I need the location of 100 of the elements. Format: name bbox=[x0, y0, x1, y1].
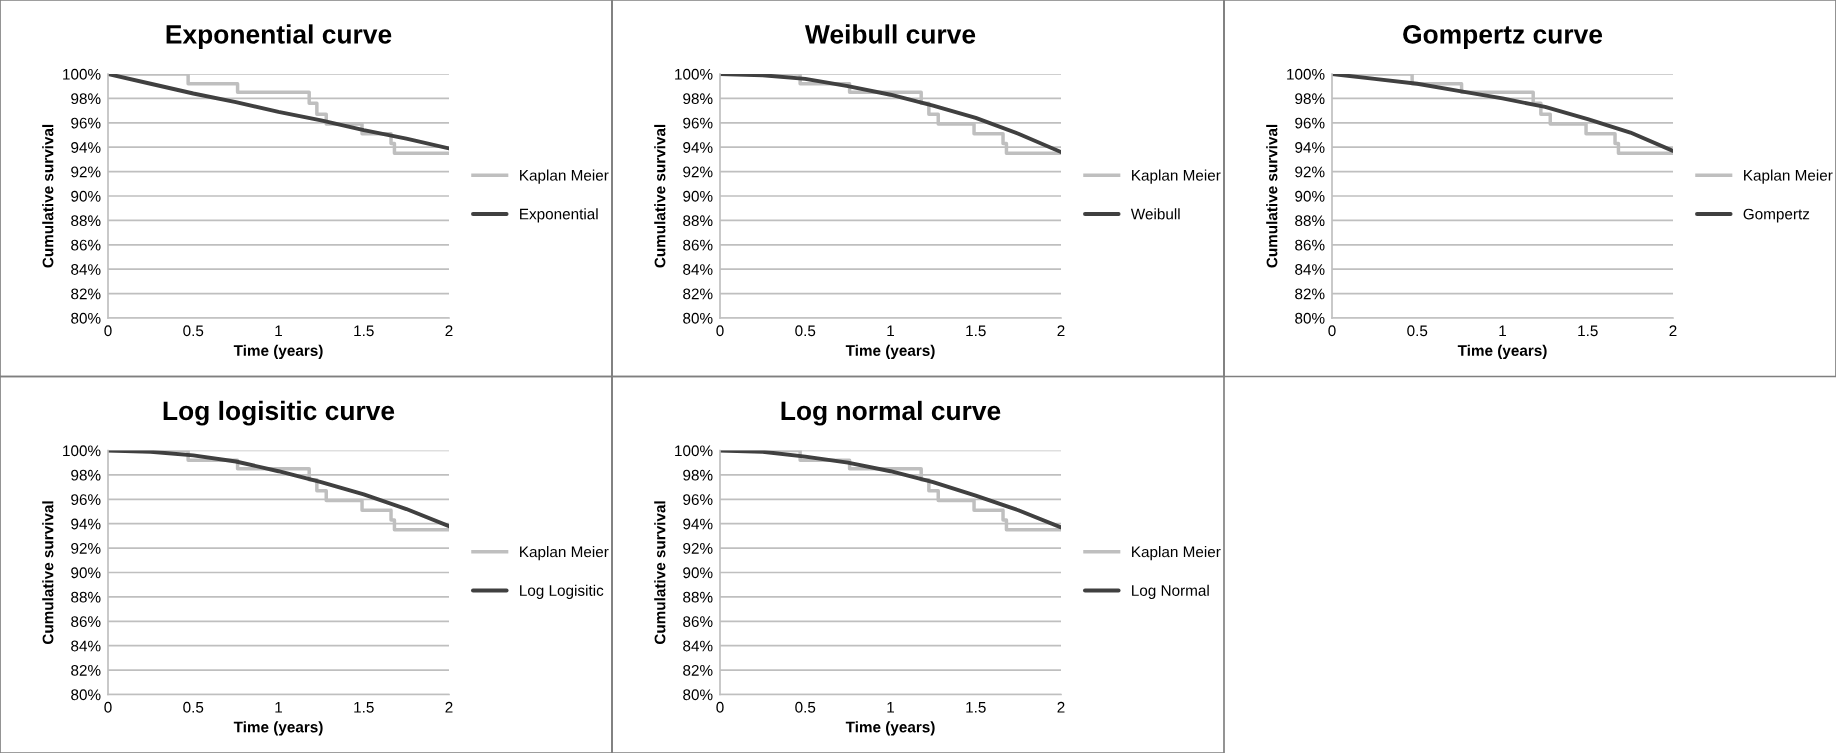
y-tick-label: 92% bbox=[683, 166, 713, 178]
x-tick-label: 0.5 bbox=[183, 701, 204, 713]
y-axis-title: Cumulative survival bbox=[42, 501, 54, 645]
y-tick-label: 80% bbox=[683, 689, 713, 701]
y-tick-label: 98% bbox=[683, 469, 713, 481]
legend-label: Kaplan Meier bbox=[1132, 546, 1221, 561]
x-tick-label: 2 bbox=[445, 701, 453, 713]
x-tick-label: 2 bbox=[445, 325, 453, 337]
y-tick-label: 88% bbox=[683, 215, 713, 227]
chart-title: Log logisitic curve bbox=[163, 400, 395, 426]
y-tick-label: 88% bbox=[71, 215, 101, 227]
y-tick-label: 94% bbox=[71, 142, 101, 153]
y-tick-label: 80% bbox=[1295, 312, 1325, 324]
x-tick-label: 1 bbox=[887, 702, 894, 713]
x-axis-title: Time (years) bbox=[233, 344, 323, 359]
y-tick-label: 82% bbox=[71, 288, 101, 300]
legend-label: Kaplan Meier bbox=[520, 546, 609, 561]
y-tick-label: 98% bbox=[683, 93, 713, 105]
chart-title: Gompertz curve bbox=[1403, 25, 1603, 49]
y-tick-label: 84% bbox=[683, 640, 713, 652]
x-tick-label: 1.5 bbox=[1578, 325, 1598, 337]
x-tick-label: 0 bbox=[716, 701, 724, 713]
x-tick-label: 1.5 bbox=[354, 325, 374, 337]
y-tick-label: 96% bbox=[683, 494, 713, 505]
x-tick-label: 1 bbox=[1499, 325, 1506, 337]
x-tick-label: 1 bbox=[887, 325, 894, 337]
y-tick-label: 86% bbox=[683, 239, 713, 251]
y-tick-label: 92% bbox=[1295, 166, 1325, 178]
x-tick-label: 0.5 bbox=[795, 701, 816, 713]
legend-label: Kaplan Meier bbox=[1744, 169, 1833, 184]
y-tick-label: 90% bbox=[683, 190, 713, 202]
y-tick-label: 96% bbox=[71, 117, 101, 129]
x-tick-label: 0.5 bbox=[795, 325, 816, 337]
y-tick-label: 84% bbox=[1295, 264, 1325, 275]
y-tick-label: 82% bbox=[1295, 288, 1325, 300]
y-tick-label: 96% bbox=[1295, 117, 1325, 129]
y-tick-label: 96% bbox=[683, 117, 713, 129]
y-tick-label: 100% bbox=[675, 445, 713, 457]
x-tick-label: 0 bbox=[104, 701, 112, 713]
y-tick-label: 94% bbox=[71, 518, 101, 530]
x-tick-label: 2 bbox=[1057, 701, 1065, 713]
y-tick-label: 96% bbox=[71, 494, 101, 505]
y-tick-label: 100% bbox=[63, 445, 101, 457]
chart-title: Exponential curve bbox=[166, 24, 392, 49]
x-tick-label: 0 bbox=[716, 325, 724, 337]
x-tick-label: 0.5 bbox=[183, 325, 204, 337]
x-tick-label: 1 bbox=[275, 325, 282, 337]
y-axis-title: Cumulative survival bbox=[42, 124, 54, 268]
y-tick-label: 88% bbox=[683, 591, 713, 603]
y-tick-label: 100% bbox=[63, 68, 101, 80]
y-tick-label: 84% bbox=[683, 264, 713, 275]
y-tick-label: 92% bbox=[71, 166, 101, 178]
y-tick-label: 90% bbox=[71, 567, 101, 579]
x-axis-title: Time (years) bbox=[233, 721, 323, 736]
y-tick-label: 92% bbox=[71, 542, 101, 554]
x-tick-label: 0 bbox=[104, 325, 112, 337]
y-tick-label: 82% bbox=[683, 664, 713, 676]
y-axis-title: Cumulative survival bbox=[654, 501, 666, 645]
y-axis-title: Cumulative survival bbox=[1266, 124, 1278, 268]
y-axis-title: Cumulative survival bbox=[654, 124, 666, 268]
y-tick-label: 98% bbox=[71, 469, 101, 481]
y-tick-label: 80% bbox=[683, 312, 713, 324]
y-tick-label: 86% bbox=[1295, 239, 1325, 251]
y-tick-label: 82% bbox=[683, 288, 713, 300]
legend-label: Weibull bbox=[1130, 208, 1180, 220]
x-axis-title: Time (years) bbox=[845, 721, 935, 736]
y-tick-label: 84% bbox=[71, 264, 101, 275]
x-tick-label: 1.5 bbox=[966, 325, 986, 337]
y-tick-label: 92% bbox=[683, 542, 713, 554]
x-axis-title: Time (years) bbox=[845, 344, 935, 359]
x-axis-title: Time (years) bbox=[1457, 344, 1547, 359]
y-tick-label: 84% bbox=[71, 640, 101, 652]
y-tick-label: 86% bbox=[683, 616, 713, 627]
legend-label: Kaplan Meier bbox=[1132, 169, 1221, 184]
x-tick-label: 1.5 bbox=[354, 702, 374, 713]
chart-title: Weibull curve bbox=[804, 24, 976, 44]
y-tick-label: 94% bbox=[683, 518, 713, 530]
x-tick-label: 0.5 bbox=[1407, 325, 1428, 337]
y-tick-label: 90% bbox=[71, 190, 101, 202]
y-tick-label: 86% bbox=[71, 239, 101, 251]
x-tick-label: 2 bbox=[1057, 325, 1065, 337]
y-tick-label: 98% bbox=[71, 93, 101, 105]
legend-label: Exponential bbox=[520, 208, 598, 223]
y-tick-label: 94% bbox=[1295, 142, 1325, 153]
y-tick-label: 80% bbox=[71, 689, 101, 701]
chart-title: Log normal curve bbox=[781, 400, 1001, 426]
legend-label: Log Logisitic bbox=[520, 584, 604, 599]
y-tick-label: 88% bbox=[1295, 215, 1325, 227]
legend-label: Log Normal bbox=[1132, 584, 1209, 599]
x-tick-label: 0 bbox=[1328, 325, 1336, 337]
y-tick-label: 94% bbox=[683, 142, 713, 153]
legend-label: Kaplan Meier bbox=[520, 169, 609, 184]
y-tick-label: 86% bbox=[71, 616, 101, 627]
y-tick-label: 100% bbox=[1287, 68, 1325, 80]
y-tick-label: 88% bbox=[71, 591, 101, 603]
y-tick-label: 90% bbox=[683, 567, 713, 579]
y-tick-label: 98% bbox=[1295, 93, 1325, 105]
legend-label: Gompertz bbox=[1743, 208, 1810, 223]
x-tick-label: 1.5 bbox=[966, 702, 986, 713]
y-tick-label: 80% bbox=[71, 312, 101, 324]
